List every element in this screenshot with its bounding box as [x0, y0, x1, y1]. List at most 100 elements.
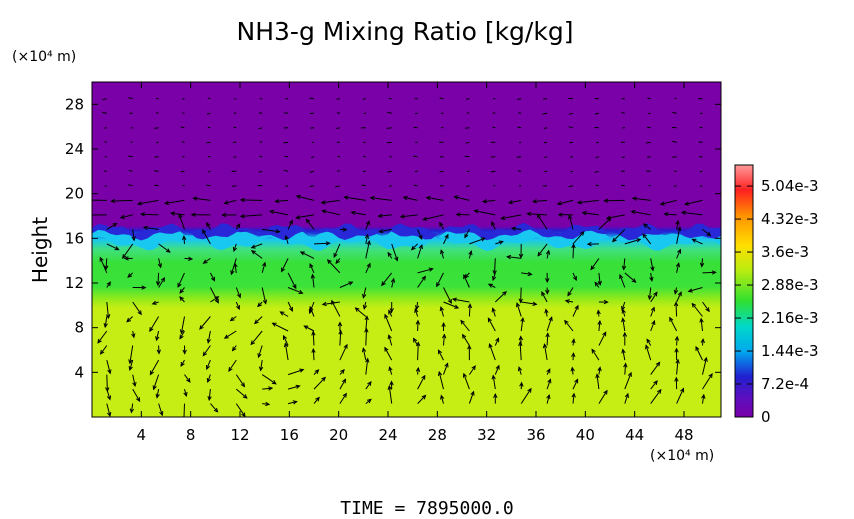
wind-vector-head	[649, 276, 654, 282]
wind-vector	[443, 334, 445, 346]
wind-vector-head	[340, 369, 345, 374]
wind-vector-head	[389, 308, 394, 314]
wind-vector-head	[342, 392, 347, 398]
wind-vector	[572, 353, 574, 361]
wind-vector-head	[250, 244, 256, 249]
wind-vector	[260, 360, 263, 371]
wind-vector	[631, 210, 651, 216]
wind-vector-head	[677, 291, 682, 297]
wind-vector-head	[262, 299, 268, 305]
wind-vector-head	[362, 304, 368, 310]
wind-vector	[491, 221, 496, 230]
wind-vector	[595, 156, 600, 159]
wind-vector-head	[650, 306, 655, 312]
wind-vector-head	[107, 411, 112, 417]
wind-vector	[388, 335, 393, 346]
wind-vector	[520, 287, 522, 303]
wind-vector-head	[239, 213, 245, 219]
wind-vector-head	[288, 219, 293, 225]
wind-vector-head	[653, 380, 658, 386]
wind-vector	[700, 318, 703, 332]
wind-vector	[180, 126, 185, 129]
wind-vector-head	[621, 348, 626, 354]
wind-vector-head	[362, 293, 367, 299]
wind-vector	[520, 388, 532, 404]
wind-vector	[327, 259, 341, 274]
wind-vector	[564, 320, 574, 332]
wind-vector	[287, 385, 300, 390]
wind-vector	[132, 229, 135, 241]
wind-vector	[403, 196, 418, 201]
wind-vector-head	[250, 340, 256, 346]
wind-vector-head	[510, 226, 516, 231]
wind-vector-head	[106, 281, 111, 287]
wind-vector-head	[295, 215, 301, 220]
wind-vector	[494, 291, 507, 303]
wind-vector	[209, 272, 215, 281]
wind-vector-head	[223, 200, 229, 205]
wind-vector-head	[594, 281, 600, 287]
wind-vector	[452, 298, 470, 303]
wind-vector	[465, 185, 470, 187]
wind-vector-head	[265, 401, 271, 407]
wind-vector-head	[421, 374, 426, 380]
wind-vector	[456, 213, 470, 216]
wind-vector-head	[378, 229, 384, 234]
wind-vector	[309, 301, 315, 314]
wind-vector	[365, 358, 369, 375]
wind-vector	[158, 243, 171, 253]
wind-vector	[230, 258, 237, 275]
wind-vector-head	[480, 237, 486, 242]
wind-vector-head	[527, 271, 533, 277]
wind-vector	[206, 359, 211, 370]
wind-vector	[474, 210, 496, 216]
wind-vector	[206, 141, 211, 144]
wind-vector	[468, 365, 476, 375]
wind-vector-head	[579, 230, 585, 236]
wind-vector	[568, 215, 574, 230]
wind-vector	[156, 330, 160, 341]
wind-vector-head	[214, 298, 219, 304]
wind-vector	[321, 199, 340, 204]
wind-vector-head	[691, 302, 697, 308]
wind-vector	[251, 243, 263, 249]
wind-vector-head	[516, 302, 521, 308]
wind-vector	[280, 311, 289, 317]
wind-vector	[443, 287, 452, 304]
wind-vector-head	[275, 229, 281, 234]
wind-vector	[646, 339, 652, 346]
wind-vector	[381, 272, 393, 286]
wind-vector	[337, 170, 340, 172]
wind-vectors	[92, 97, 717, 417]
wind-vector	[596, 374, 600, 390]
wind-vector	[106, 301, 109, 319]
wind-vector-head	[207, 396, 212, 402]
wind-vector	[207, 330, 211, 343]
wind-vector	[312, 331, 315, 346]
wind-vector-head	[646, 338, 651, 344]
wind-vector-head	[700, 338, 705, 344]
wind-vector	[492, 126, 496, 129]
wind-vector	[361, 184, 366, 187]
wind-vector	[650, 362, 661, 375]
wind-vector-head	[388, 365, 393, 372]
wind-vector	[322, 210, 341, 216]
wind-vector-head	[526, 211, 532, 217]
wind-vector	[149, 359, 160, 375]
wind-vector	[240, 199, 263, 201]
wind-vector	[572, 231, 585, 245]
wind-vector	[344, 196, 366, 201]
wind-vector-head	[418, 244, 423, 250]
wind-vector-head	[333, 252, 338, 259]
wind-vector-head	[708, 373, 713, 379]
wind-vector	[518, 112, 522, 114]
wind-vector	[594, 170, 600, 173]
wind-vector-head	[387, 334, 392, 340]
wind-vector	[287, 401, 297, 405]
wind-vector	[155, 112, 159, 114]
wind-vector	[184, 388, 187, 397]
wind-vector-head	[437, 370, 443, 377]
wind-vector-head	[642, 223, 648, 228]
wind-vector-head	[104, 265, 109, 271]
wind-vector	[621, 156, 625, 158]
